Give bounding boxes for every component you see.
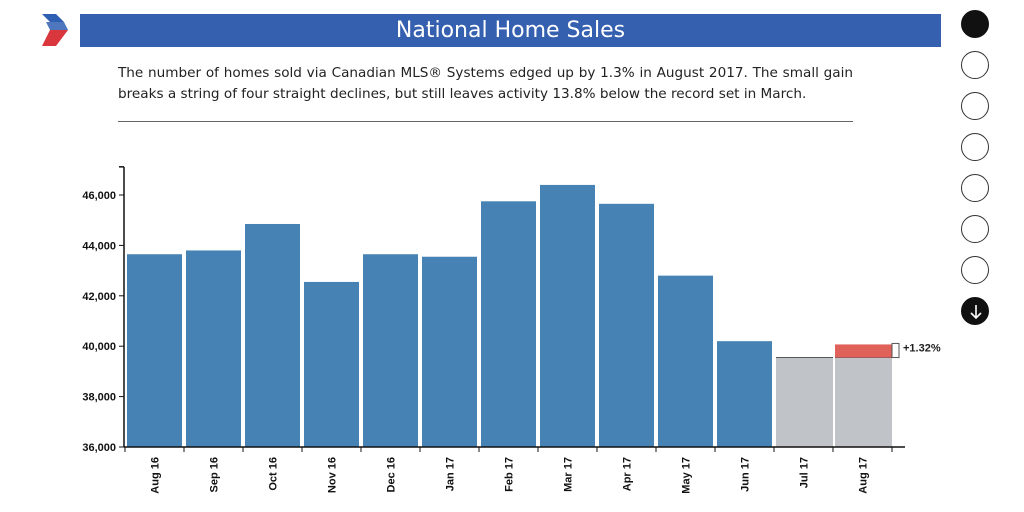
bar-jan-17 xyxy=(422,256,477,447)
dot-empty-icon[interactable] xyxy=(961,92,989,120)
y-tick-label: 46,000 xyxy=(82,190,116,202)
dot-empty-icon[interactable] xyxy=(961,215,989,243)
dot-empty-icon[interactable] xyxy=(961,174,989,202)
y-tick-label: 36,000 xyxy=(82,442,116,454)
bar-mar-17 xyxy=(540,184,595,448)
change-label: +1.32% xyxy=(903,342,941,354)
x-tick-label: Sep 16 xyxy=(209,457,221,492)
bar-oct-16 xyxy=(245,223,300,447)
bar-may-17 xyxy=(658,275,713,447)
chart-description: The number of homes sold via Canadian ML… xyxy=(118,65,853,102)
bar-dec-16 xyxy=(363,254,418,447)
dot-filled-icon[interactable] xyxy=(961,10,989,38)
increase-bracket xyxy=(891,342,900,359)
dot-empty-icon[interactable] xyxy=(961,133,989,161)
bar-jun-17 xyxy=(717,341,772,447)
x-tick-label: Aug 17 xyxy=(858,457,870,494)
bar-aug-17 xyxy=(835,357,892,447)
bar-feb-17 xyxy=(481,201,536,447)
slide-navigation xyxy=(959,10,993,335)
y-tick-label: 40,000 xyxy=(82,341,116,353)
x-tick-label: Jul 17 xyxy=(799,457,811,488)
y-tick-label: 42,000 xyxy=(82,291,116,303)
x-tick-label: Dec 16 xyxy=(386,457,398,492)
bar-sep-16 xyxy=(186,250,241,447)
bar-jul-17 xyxy=(776,357,833,447)
x-tick-label: Apr 17 xyxy=(622,457,634,491)
page-title: National Home Sales xyxy=(80,14,941,47)
y-tick-label: 44,000 xyxy=(82,240,116,252)
arrow-down-icon[interactable] xyxy=(961,297,989,325)
x-tick-label: Feb 17 xyxy=(504,457,516,492)
x-tick-label: Oct 16 xyxy=(268,457,280,491)
home-sales-bar-chart: +1.32% 36,000 38,000 40,000 42,000 44,000 46,0… xyxy=(82,166,941,494)
bar-nov-16 xyxy=(304,281,359,447)
y-tick-label: 38,000 xyxy=(82,392,116,404)
increase-segment xyxy=(835,344,892,358)
bar-apr-17 xyxy=(599,203,654,447)
x-tick-label: Jun 17 xyxy=(740,457,752,492)
x-tick-label: Jan 17 xyxy=(445,457,457,491)
x-tick-label: Mar 17 xyxy=(563,457,575,492)
x-tick-label: Nov 16 xyxy=(327,457,339,493)
dot-empty-icon[interactable] xyxy=(961,256,989,284)
x-tick-label: Aug 16 xyxy=(150,457,162,494)
divider xyxy=(118,121,853,122)
x-tick-label: May 17 xyxy=(681,457,693,494)
brand-logo-icon xyxy=(42,14,68,46)
bar-aug-16 xyxy=(127,254,182,447)
dot-empty-icon[interactable] xyxy=(961,51,989,79)
